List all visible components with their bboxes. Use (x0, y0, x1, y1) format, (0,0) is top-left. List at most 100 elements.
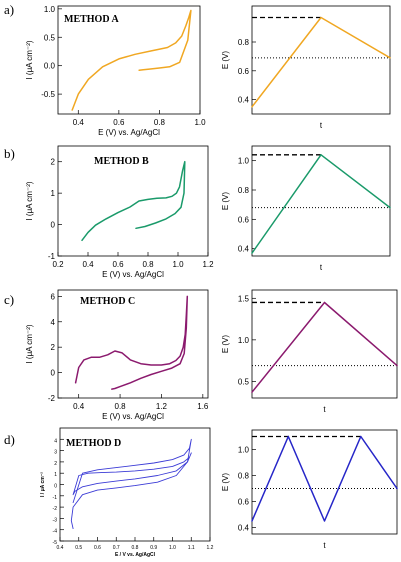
x-tick-label: 0.8 (132, 545, 139, 551)
x-tick-label: 1.2 (156, 402, 168, 411)
y-tick-label: -4 (53, 529, 58, 535)
y-axis-title: I (μA cm⁻²) (25, 324, 34, 363)
y-tick-label: 1.5 (238, 294, 250, 303)
y-axis-title: E (V) (221, 473, 230, 492)
x-tick-label: 1.0 (172, 260, 184, 269)
y-tick-label: -1 (53, 495, 58, 501)
cv-plot-method-c: 6 4 2 0 -2 0.4 0.8 1.2 1.6 E (V) vs. Ag/AgCl I (μA… (25, 289, 209, 421)
method-title: METHOD B (94, 156, 149, 167)
cv-plot-method-a: 1.0 0.5 0.0 -0.5 0.4 0.6 0.8 1.0 E (V) vs. Ag/Ag… (25, 5, 206, 137)
y-tick-label: 0.4 (238, 524, 250, 533)
x-tick-label: 0.4 (73, 402, 85, 411)
method-title: METHOD A (64, 14, 120, 25)
y-tick-label: 3 (54, 450, 57, 456)
x-tick-label: 0.4 (82, 260, 94, 269)
y-tick-label: -2 (48, 394, 56, 403)
y-tick-label: -2 (53, 506, 58, 512)
y-tick-label: 2 (51, 343, 56, 352)
x-tick-label: 0.4 (57, 545, 64, 551)
x-tick-label: 0.7 (113, 545, 120, 551)
series-line-0 (251, 435, 398, 522)
x-tick-label: 1.0 (194, 118, 206, 127)
y-tick-label: 1 (54, 472, 57, 478)
panel-label-b: b) (4, 146, 15, 161)
y-tick-label: 0 (51, 221, 56, 230)
potential-profile-c: 1.5 1.0 0.5 t E (V) (221, 289, 398, 414)
x-tick-label: 0.8 (115, 402, 127, 411)
y-tick-label: 0.8 (238, 186, 250, 195)
y-tick-label: -5 (53, 540, 58, 546)
cv-plot-method-d: 4 3 2 1 0 -1 -2 -3 -4 -50.4 0.5 0.6 0.7 0.8 0.9 1.0 1.1 1… (40, 427, 214, 558)
x-tick-label: 0.2 (52, 260, 64, 269)
series-line-0 (74, 295, 189, 390)
x-axis-title: E / V vs. Ag/AgCl (115, 552, 156, 558)
y-axis-title: E (V) (221, 335, 230, 354)
x-axis-title: E (V) vs. Ag/AgCl (102, 412, 164, 421)
series-line-1 (72, 452, 192, 496)
y-tick-label: -0.5 (41, 90, 55, 99)
y-tick-label: 1.0 (44, 5, 56, 14)
y-tick-label: 4 (54, 438, 57, 444)
x-tick-label: 0.8 (142, 260, 154, 269)
x-axis-title: E (V) vs. Ag/AgCl (98, 128, 160, 137)
x-axis-title: t (323, 405, 326, 414)
y-axis-title: I (μA cm⁻²) (25, 40, 34, 79)
x-tick-label: 0.9 (150, 545, 157, 551)
potential-profile-a: 0.8 0.6 0.4 t E (V) (221, 5, 391, 130)
x-axis-title: t (323, 541, 326, 550)
potential-profile-b: 1.0 0.8 0.6 0.4 t E (V) (221, 145, 391, 272)
plot-frame (251, 429, 398, 535)
x-tick-label: 1.6 (197, 402, 209, 411)
y-tick-label: 1.0 (238, 157, 250, 166)
x-tick-label: 1.0 (169, 545, 176, 551)
x-tick-label: 0.4 (73, 118, 85, 127)
x-tick-label: 0.6 (94, 545, 101, 551)
x-axis-title: t (320, 121, 323, 130)
series-line-0 (251, 301, 398, 393)
y-tick-label: 0.5 (44, 33, 56, 42)
y-tick-label: 0.6 (238, 215, 250, 224)
y-tick-label: -3 (53, 517, 58, 523)
panel-label-c: c) (4, 292, 14, 307)
plot-frame (57, 145, 209, 257)
plot-frame (57, 289, 209, 399)
y-tick-label: 0.6 (238, 498, 250, 507)
y-axis-title: I (μA cm⁻²) (25, 181, 34, 220)
x-tick-label: 0.8 (154, 118, 166, 127)
x-tick-label: 0.6 (112, 260, 124, 269)
y-axis-title: E (V) (221, 51, 230, 70)
series-line-0 (251, 16, 391, 108)
y-tick-label: 2 (54, 461, 57, 467)
method-title: METHOD D (66, 438, 121, 449)
series-line-0 (251, 154, 391, 254)
x-tick-label: 1.2 (202, 260, 214, 269)
series-line-0 (71, 9, 192, 111)
y-tick-label: 0.0 (44, 62, 56, 71)
plot-frame (251, 5, 391, 115)
y-tick-label: 0 (54, 484, 57, 490)
y-tick-label: 6 (51, 292, 56, 301)
y-tick-label: 0.6 (238, 67, 250, 76)
y-tick-label: 0.4 (238, 96, 250, 105)
y-axis-title: E (V) (221, 192, 230, 211)
y-tick-label: 2 (51, 158, 56, 167)
panel-label-d: d) (4, 432, 15, 447)
y-tick-label: 0.5 (238, 377, 250, 386)
y-tick-label: 1 (51, 189, 56, 198)
y-tick-label: 0 (51, 369, 56, 378)
y-tick-label: 0.4 (238, 245, 250, 254)
x-tick-label: 1.2 (207, 545, 214, 551)
y-tick-label: 1.0 (238, 446, 250, 455)
x-axis-title: t (320, 263, 323, 272)
y-tick-label: 4 (51, 318, 56, 327)
panel-label-a: a) (4, 2, 14, 17)
y-tick-label: 0.8 (238, 472, 250, 481)
method-title: METHOD C (80, 296, 135, 307)
x-tick-label: 0.5 (75, 545, 82, 551)
y-tick-label: -1 (48, 252, 56, 261)
x-axis-title: E (V) vs. Ag/AgCl (102, 270, 164, 279)
potential-profile-d: 1.0 0.8 0.6 0.4 t E (V) (221, 429, 398, 550)
y-axis-title: I / μA cm⁻² (40, 472, 46, 497)
plot-frame (57, 5, 201, 115)
